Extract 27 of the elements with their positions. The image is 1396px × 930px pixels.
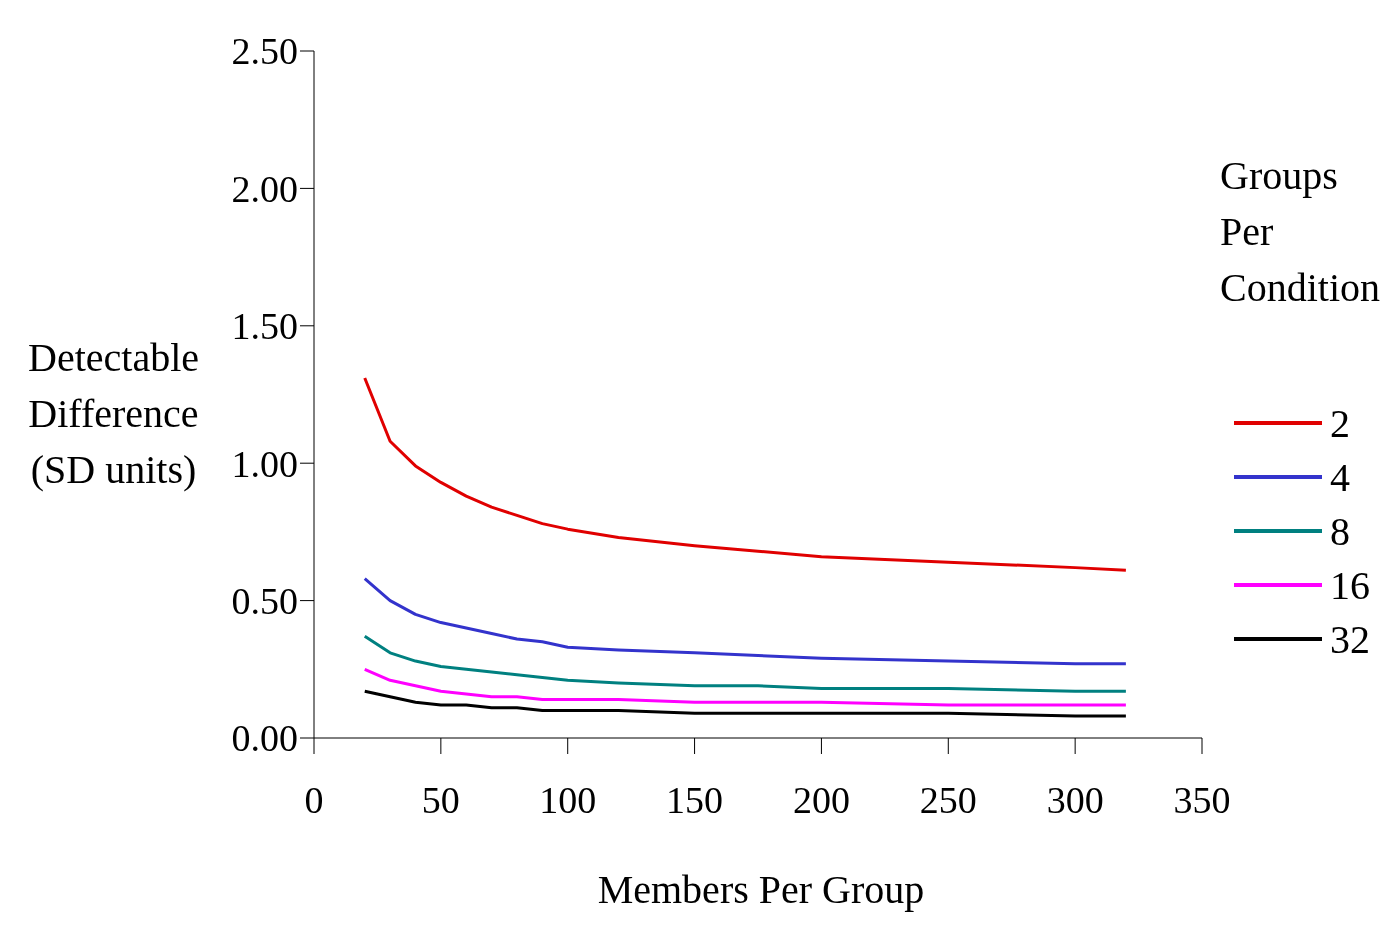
y-tick-label: 1.00 <box>231 442 298 485</box>
line-series <box>363 376 1128 572</box>
legend-label: 4 <box>1330 453 1350 501</box>
x-tick-label: 250 <box>919 778 977 821</box>
legend-label: 2 <box>1330 399 1350 447</box>
y-tick-label: 0.50 <box>231 580 298 623</box>
line-series <box>363 577 1128 666</box>
x-tick-label: 350 <box>1173 778 1231 821</box>
x-tick-label: 100 <box>539 778 597 821</box>
x-tick-label: 200 <box>792 778 850 821</box>
legend-title: Groups Per Condition <box>1220 152 1382 312</box>
line-series <box>363 689 1128 718</box>
legend-label: 32 <box>1330 615 1370 663</box>
x-axis-title: Members Per Group <box>596 866 926 913</box>
line-series <box>363 634 1128 693</box>
legend-label: 16 <box>1330 561 1370 609</box>
x-tick-label: 50 <box>421 778 460 821</box>
x-tick-label: 150 <box>666 778 724 821</box>
y-tick-label: 1.50 <box>231 305 298 348</box>
y-tick-label: 2.50 <box>231 30 298 73</box>
line-series <box>363 667 1128 707</box>
y-axis-title: Detectable Difference (SD units) <box>27 334 200 494</box>
x-tick-label: 0 <box>304 778 324 821</box>
y-tick-label: 0.00 <box>231 717 298 760</box>
y-tick-label: 2.00 <box>231 167 298 210</box>
legend-label: 8 <box>1330 507 1350 555</box>
x-tick-label: 300 <box>1046 778 1104 821</box>
